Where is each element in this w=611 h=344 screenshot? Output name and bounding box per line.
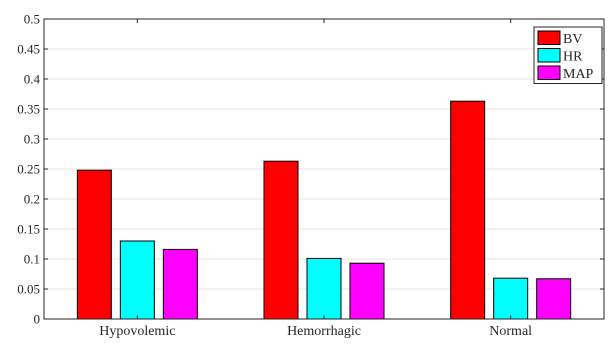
y-tick-label: 0.4 xyxy=(24,72,41,87)
x-category-label: Hemorrhagic xyxy=(287,324,361,339)
axes xyxy=(43,18,605,320)
bars xyxy=(76,100,572,320)
bar-hr-hypovolemic xyxy=(119,240,155,320)
tick-labels: 0 0.05 0.1 0.15 0.2 0.25 0.3 0.35 0.4 0.45 0.5 Hypo… xyxy=(17,12,532,340)
legend-swatch-hr xyxy=(537,48,561,63)
legend-label-hr: HR xyxy=(563,50,583,65)
bar-map-normal xyxy=(536,278,572,320)
y-tick-label: 0 xyxy=(34,312,41,327)
legend-swatch-map xyxy=(537,65,561,80)
legend-swatch-bv xyxy=(537,30,561,45)
y-tick-label: 0.3 xyxy=(24,132,40,147)
bar-map-hemorrhagic xyxy=(349,262,385,320)
legend-label-map: MAP xyxy=(563,67,594,82)
y-tick-label: 0.35 xyxy=(17,102,40,117)
bar-map-hypovolemic xyxy=(162,248,198,320)
x-category-label: Normal xyxy=(489,324,532,339)
x-category-label: Hypovolemic xyxy=(99,324,175,339)
y-tick-label: 0.1 xyxy=(24,252,40,267)
bar-bv-hemorrhagic xyxy=(263,160,299,320)
y-tick-label: 0.2 xyxy=(24,192,40,207)
bar-bv-normal xyxy=(450,100,486,320)
legend-label-bv: BV xyxy=(563,32,582,47)
y-tick-label: 0.05 xyxy=(17,282,40,297)
y-tick-label: 0.45 xyxy=(17,42,40,57)
bar-bv-hypovolemic xyxy=(76,169,112,320)
legend: BV HR MAP xyxy=(533,26,603,84)
axes-box xyxy=(43,18,605,320)
y-tick-label: 0.5 xyxy=(24,12,40,27)
bar-hr-hemorrhagic xyxy=(306,257,342,320)
bar-hr-normal xyxy=(493,277,529,320)
y-tick-label: 0.15 xyxy=(17,222,40,237)
y-tick-label: 0.25 xyxy=(17,162,40,177)
